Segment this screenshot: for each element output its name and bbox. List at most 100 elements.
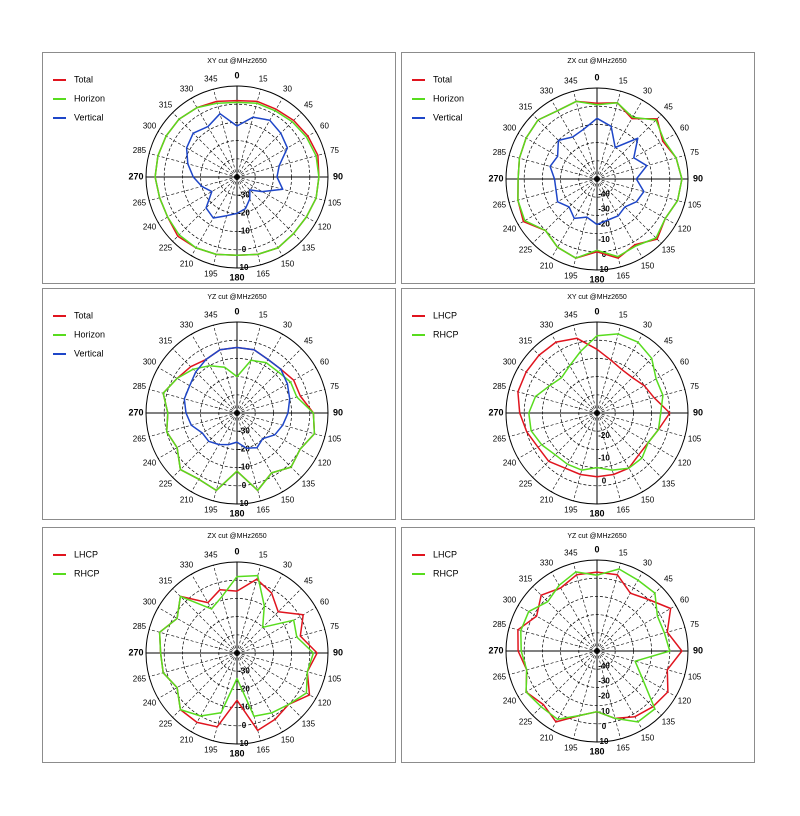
polar-chart: ZX cut @MHz2650 0 15 30 45 60 75 90 105 120 135 150… [412, 58, 703, 284]
grid-spoke [596, 412, 676, 459]
grid-spoke [596, 155, 685, 180]
legend-label: Total [433, 74, 452, 84]
angle-tick-label: 225 [519, 718, 533, 727]
panel-yz-cut-linear: YZ cut @MHz2650 0 15 30 45 60 75 90 105 120 135 150… [42, 288, 396, 520]
angle-tick-label: 60 [680, 596, 689, 605]
angle-tick-label: 45 [304, 101, 313, 110]
grid-spoke [518, 412, 598, 459]
grid-spoke [573, 178, 598, 267]
angle-tick-label: 120 [678, 225, 692, 234]
grid-spoke [213, 325, 238, 414]
angle-tick-label: 265 [133, 434, 147, 443]
grid-spoke [551, 572, 598, 652]
angle-tick-label: 135 [662, 718, 676, 727]
angle-tick-label: 75 [330, 382, 339, 391]
grid-spoke [596, 605, 676, 652]
angle-tick-label: 15 [619, 549, 628, 558]
angle-tick-label: 180 [229, 748, 244, 758]
grid-spoke [596, 412, 621, 501]
grid-spoke [509, 155, 598, 180]
grid-spoke [172, 588, 238, 654]
radial-tick-label: -30 [598, 676, 610, 685]
grid-spoke [236, 629, 325, 654]
radial-tick-label: -30 [238, 426, 250, 435]
grid-spoke [596, 114, 662, 180]
grid-spoke [596, 100, 643, 180]
angle-tick-label: 240 [503, 459, 517, 468]
grid-spoke [236, 176, 316, 223]
angle-tick-label: 105 [688, 434, 702, 443]
angle-tick-label: 135 [302, 720, 316, 729]
grid-spoke [236, 574, 283, 654]
radial-tick-label: -20 [238, 209, 250, 218]
angle-tick-label: 270 [128, 407, 143, 417]
angle-tick-label: 165 [616, 506, 630, 515]
angle-tick-label: 45 [304, 337, 313, 346]
radial-tick-label: 10 [240, 739, 249, 748]
grid-spoke [158, 131, 238, 178]
legend-label: LHCP [433, 549, 457, 559]
legend-label: RHCP [74, 568, 100, 578]
grid-spoke [596, 348, 662, 414]
series-line-vertical [549, 117, 648, 226]
angle-tick-label: 30 [283, 561, 292, 570]
angle-tick-label: 225 [159, 720, 173, 729]
chart-title: ZX cut @MHz2650 [567, 58, 626, 65]
angle-tick-label: 30 [643, 87, 652, 96]
grid-spoke [596, 650, 685, 675]
radial-tick-label: -20 [598, 692, 610, 701]
angle-tick-label: 265 [493, 434, 507, 443]
angle-tick-label: 60 [680, 358, 689, 367]
radial-tick-label: -20 [238, 445, 250, 454]
legend-label: Vertical [433, 112, 463, 122]
angle-tick-label: 105 [688, 200, 702, 209]
radial-tick-label: -20 [238, 685, 250, 694]
angle-tick-label: 135 [662, 246, 676, 255]
radial-tick-label: 0 [602, 722, 607, 731]
grid-spoke [596, 367, 676, 414]
radial-tick-label: -10 [598, 454, 610, 463]
angle-tick-label: 45 [664, 575, 673, 584]
grid-spoke [509, 627, 598, 652]
angle-tick-label: 345 [564, 77, 578, 86]
grid-spoke [518, 367, 598, 414]
radial-tick-label: 10 [240, 263, 249, 272]
grid-spoke [236, 652, 261, 741]
grid-spoke [236, 412, 325, 437]
grid-spoke [172, 412, 238, 478]
angle-tick-label: 75 [690, 620, 699, 629]
angle-tick-label: 75 [330, 146, 339, 155]
radial-tick-label: 0 [242, 245, 247, 254]
grid-spoke [596, 627, 685, 652]
legend-label: Horizon [433, 93, 464, 103]
radial-tick-label: 10 [600, 265, 609, 274]
series-line-lhcp [517, 337, 671, 478]
polar-chart: YZ cut @MHz2650 0 15 30 45 60 75 90 105 120 135 150… [412, 533, 703, 756]
polar-chart: XY cut @MHz2650 0 15 30 45 60 75 90 105 120 135 150… [53, 58, 343, 282]
panel-xy-cut-circular: XY cut @MHz2650 0 15 30 45 60 75 90 105 120 135 150… [401, 288, 755, 520]
panel-zx-cut-linear: ZX cut @MHz2650 0 15 30 45 60 75 90 105 120 135 150… [401, 52, 755, 284]
chart-title: ZX cut @MHz2650 [207, 533, 266, 540]
legend-label: RHCP [433, 568, 459, 578]
grid-spoke [236, 98, 283, 178]
angle-tick-label: 0 [234, 546, 239, 556]
angle-tick-label: 265 [133, 198, 147, 207]
angle-tick-label: 105 [328, 434, 342, 443]
grid-spoke [551, 650, 598, 730]
grid-spoke [191, 652, 238, 732]
angle-tick-label: 300 [143, 598, 157, 607]
grid-spoke [236, 112, 302, 178]
angle-tick-label: 165 [616, 744, 630, 753]
grid-spoke [236, 565, 261, 654]
grid-spoke [236, 153, 325, 178]
angle-tick-label: 315 [159, 337, 173, 346]
angle-tick-label: 225 [159, 480, 173, 489]
angle-tick-label: 270 [488, 645, 503, 655]
grid-spoke [158, 367, 238, 414]
angle-tick-label: 150 [281, 736, 295, 745]
angle-tick-label: 345 [204, 551, 218, 560]
series-line-rhcp [158, 574, 315, 718]
grid-spoke [236, 412, 261, 501]
polar-chart: ZX cut @MHz2650 0 15 30 45 60 75 90 105 120 135 150… [53, 533, 343, 758]
angle-tick-label: 45 [664, 103, 673, 112]
